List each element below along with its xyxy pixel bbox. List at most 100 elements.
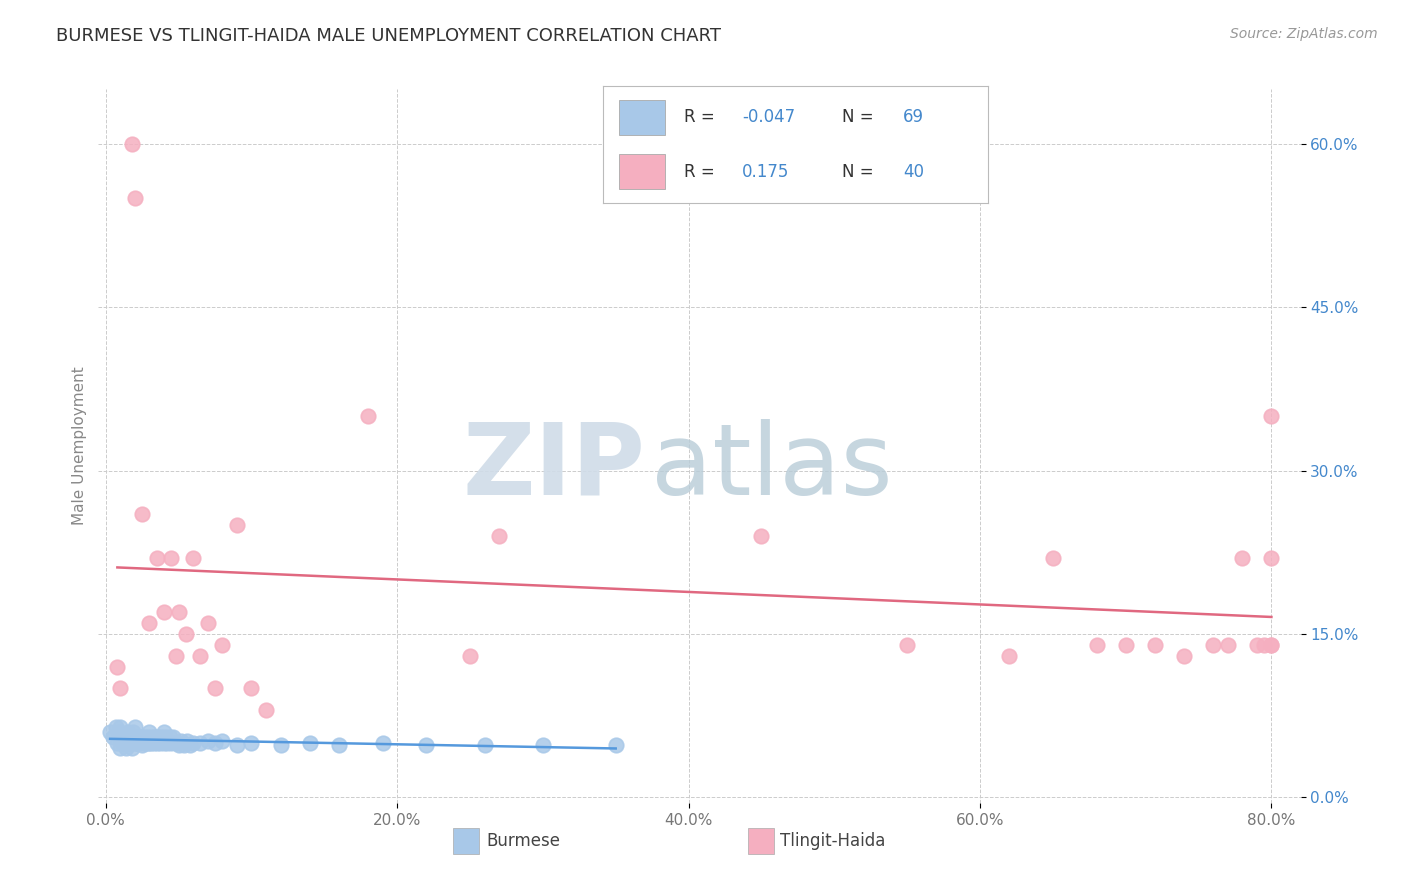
Point: [138, 736, 160, 750]
Point: [176, 733, 198, 747]
Point: [371, 736, 394, 750]
Point: [110, 720, 132, 734]
Point: [174, 627, 197, 641]
Point: [104, 720, 127, 734]
Text: ZIP: ZIP: [463, 419, 645, 516]
Point: [357, 409, 380, 423]
Point: [415, 738, 437, 752]
Point: [165, 736, 187, 750]
Point: [112, 736, 135, 750]
Point: [131, 738, 153, 752]
Point: [127, 731, 149, 745]
Point: [181, 736, 204, 750]
Point: [139, 736, 162, 750]
Point: [114, 731, 136, 745]
Point: [160, 550, 183, 565]
Point: [156, 736, 179, 750]
Point: [170, 733, 193, 747]
Point: [143, 731, 166, 745]
Point: [240, 681, 263, 696]
Point: [167, 605, 190, 619]
Point: [138, 725, 160, 739]
Point: [131, 507, 153, 521]
Point: [128, 736, 150, 750]
Point: [204, 736, 226, 750]
Point: [179, 738, 201, 752]
Point: [105, 736, 128, 750]
Point: [136, 731, 159, 745]
Point: [132, 736, 155, 750]
Point: [124, 736, 146, 750]
Point: [134, 731, 156, 745]
Point: [1216, 638, 1239, 652]
Point: [121, 136, 143, 151]
Text: Source: ZipAtlas.com: Source: ZipAtlas.com: [1230, 27, 1378, 41]
Point: [1042, 550, 1064, 565]
Point: [160, 736, 183, 750]
Point: [190, 648, 212, 663]
Point: [155, 731, 177, 745]
Point: [117, 725, 139, 739]
Point: [122, 725, 145, 739]
Point: [124, 191, 146, 205]
Point: [121, 731, 143, 745]
Point: [1202, 638, 1225, 652]
Point: [131, 731, 153, 745]
Point: [1260, 638, 1282, 652]
Point: [101, 731, 124, 745]
Text: atlas: atlas: [651, 419, 893, 516]
Point: [118, 731, 141, 745]
Point: [474, 738, 496, 752]
Point: [488, 529, 510, 543]
Point: [1143, 638, 1166, 652]
Point: [328, 738, 350, 752]
Point: [115, 741, 138, 756]
Point: [153, 725, 176, 739]
Point: [298, 736, 321, 750]
Point: [1260, 638, 1282, 652]
Point: [181, 550, 204, 565]
Point: [211, 638, 233, 652]
Point: [197, 733, 219, 747]
Point: [146, 731, 169, 745]
Point: [125, 736, 148, 750]
Point: [150, 731, 173, 745]
Point: [98, 725, 121, 739]
Point: [173, 738, 195, 752]
Point: [165, 648, 187, 663]
Point: [108, 725, 131, 739]
Point: [124, 720, 146, 734]
Point: [458, 648, 481, 663]
Point: [141, 731, 163, 745]
Point: [240, 736, 263, 750]
Point: [197, 615, 219, 630]
Point: [1260, 550, 1282, 565]
Point: [531, 738, 554, 752]
Point: [105, 659, 128, 673]
Point: [225, 518, 247, 533]
Point: [1246, 638, 1268, 652]
FancyBboxPatch shape: [748, 829, 775, 855]
Point: [153, 605, 176, 619]
Point: [145, 550, 167, 565]
Point: [149, 736, 172, 750]
Point: [120, 736, 142, 750]
Point: [121, 741, 143, 756]
Point: [896, 638, 918, 652]
Point: [153, 736, 176, 750]
Point: [1260, 409, 1282, 423]
Text: Burmese: Burmese: [486, 832, 561, 850]
Point: [225, 738, 247, 752]
Point: [110, 681, 132, 696]
Point: [1115, 638, 1137, 652]
Point: [117, 736, 139, 750]
Point: [1173, 648, 1195, 663]
Point: [751, 529, 773, 543]
Point: [998, 648, 1021, 663]
Point: [211, 733, 233, 747]
Point: [142, 736, 165, 750]
Point: [129, 731, 152, 745]
Point: [162, 731, 184, 745]
Point: [145, 736, 167, 750]
Point: [124, 731, 146, 745]
